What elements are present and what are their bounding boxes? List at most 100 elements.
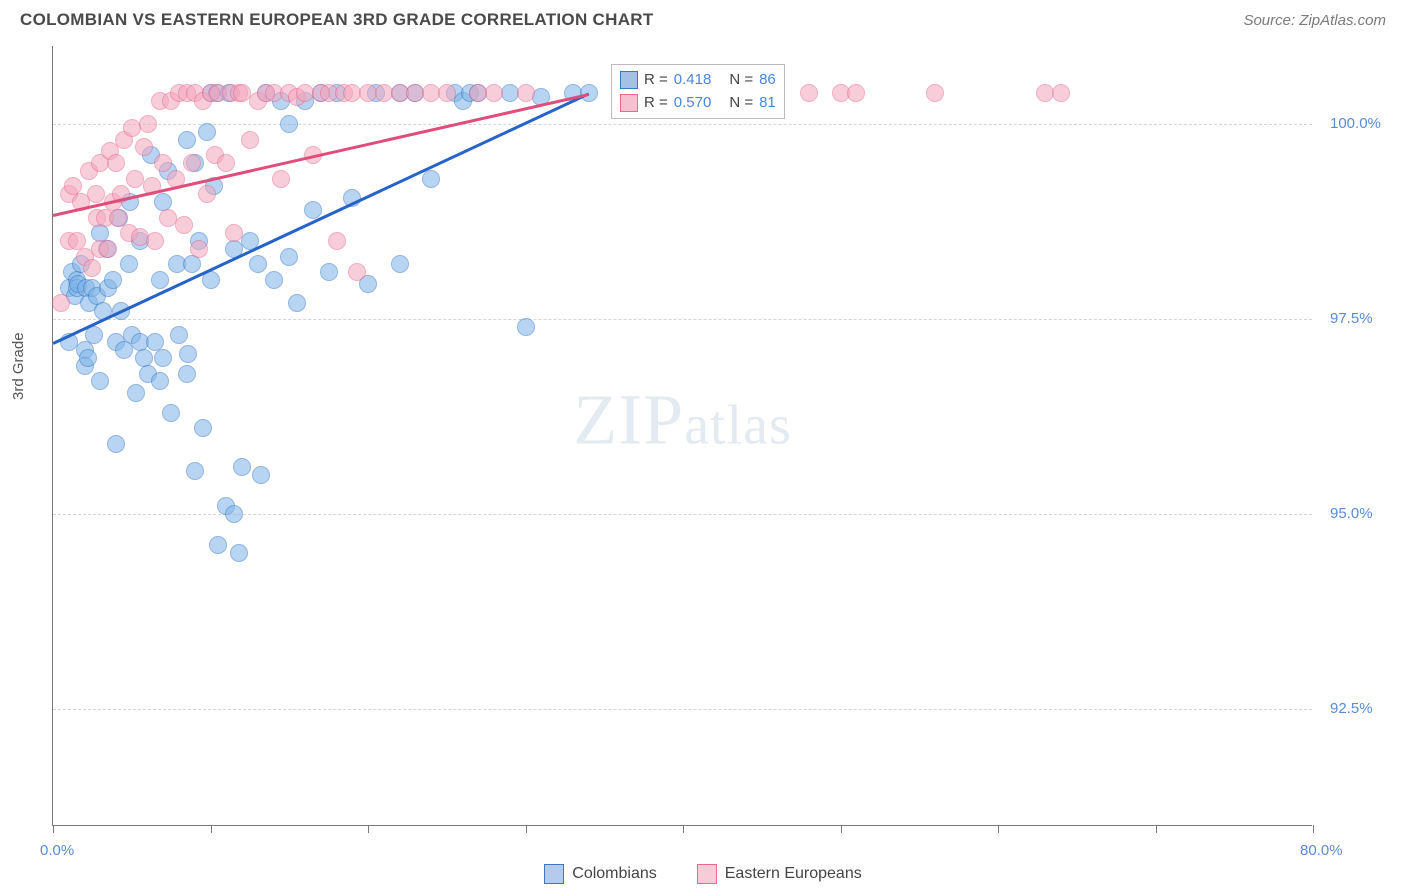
data-point <box>517 318 535 336</box>
data-point <box>151 372 169 390</box>
xtick <box>683 825 684 833</box>
legend-item-eastern-europeans: Eastern Europeans <box>697 864 862 884</box>
data-point <box>87 185 105 203</box>
data-point <box>847 84 865 102</box>
data-point <box>183 255 201 273</box>
data-point <box>800 84 818 102</box>
stats-r-value: 0.570 <box>674 92 712 115</box>
xtick <box>1156 825 1157 833</box>
data-point <box>151 271 169 289</box>
watermark: ZIPatlas <box>573 378 792 461</box>
data-point <box>280 115 298 133</box>
legend-item-colombians: Colombians <box>544 864 656 884</box>
data-point <box>83 259 101 277</box>
data-point <box>120 255 138 273</box>
xtick <box>211 825 212 833</box>
xtick-label: 80.0% <box>1300 842 1343 859</box>
gridline <box>53 319 1312 320</box>
xtick <box>53 825 54 833</box>
gridline <box>53 124 1312 125</box>
data-point <box>328 232 346 250</box>
data-point <box>52 294 70 312</box>
data-point <box>391 255 409 273</box>
data-point <box>241 131 259 149</box>
data-point <box>107 154 125 172</box>
data-point <box>320 263 338 281</box>
trend-line <box>53 93 589 216</box>
data-point <box>272 170 290 188</box>
data-point <box>265 271 283 289</box>
data-point <box>304 201 322 219</box>
xtick <box>1313 825 1314 833</box>
data-point <box>198 123 216 141</box>
data-point <box>109 209 127 227</box>
data-point <box>104 271 122 289</box>
data-point <box>485 84 503 102</box>
stats-r-label: R = <box>644 69 668 92</box>
data-point <box>194 419 212 437</box>
xtick <box>526 825 527 833</box>
data-point <box>135 138 153 156</box>
legend-label: Colombians <box>572 865 656 883</box>
stats-row: R = 0.570 N = 81 <box>620 92 776 115</box>
data-point <box>178 131 196 149</box>
data-point <box>249 255 267 273</box>
data-point <box>217 154 235 172</box>
ytick-label: 95.0% <box>1330 505 1373 522</box>
source-credit: Source: ZipAtlas.com <box>1243 12 1386 29</box>
gridline <box>53 709 1312 710</box>
data-point <box>79 349 97 367</box>
data-point <box>1052 84 1070 102</box>
data-point <box>348 263 366 281</box>
data-point <box>190 240 208 258</box>
legend-swatch <box>544 864 564 884</box>
data-point <box>517 84 535 102</box>
xtick-label: 0.0% <box>40 842 74 859</box>
data-point <box>183 154 201 172</box>
watermark-bold: ZIP <box>573 379 684 459</box>
data-point <box>179 345 197 363</box>
data-point <box>230 544 248 562</box>
stats-n-label: N = <box>729 92 753 115</box>
stats-n-value: 81 <box>759 92 776 115</box>
data-point <box>288 294 306 312</box>
xtick <box>998 825 999 833</box>
data-point <box>107 435 125 453</box>
data-point <box>178 365 196 383</box>
watermark-rest: atlas <box>684 394 792 456</box>
stats-row: R = 0.418 N = 86 <box>620 69 776 92</box>
stats-swatch <box>620 94 638 112</box>
stats-n-label: N = <box>729 69 753 92</box>
stats-r-label: R = <box>644 92 668 115</box>
yaxis-title: 3rd Grade <box>10 332 27 400</box>
data-point <box>126 170 144 188</box>
legend-swatch <box>697 864 717 884</box>
data-point <box>146 232 164 250</box>
data-point <box>198 185 216 203</box>
data-point <box>162 404 180 422</box>
data-point <box>154 154 172 172</box>
data-point <box>99 240 117 258</box>
page-title: COLOMBIAN VS EASTERN EUROPEAN 3RD GRADE … <box>20 10 654 30</box>
data-point <box>225 224 243 242</box>
stats-n-value: 86 <box>759 69 776 92</box>
data-point <box>438 84 456 102</box>
data-point <box>186 462 204 480</box>
xtick <box>841 825 842 833</box>
data-point <box>926 84 944 102</box>
legend-label: Eastern Europeans <box>725 865 862 883</box>
data-point <box>280 248 298 266</box>
data-point <box>422 170 440 188</box>
data-point <box>170 326 188 344</box>
data-point <box>127 384 145 402</box>
stats-box: R = 0.418 N = 86 R = 0.570 N = 81 <box>611 64 785 119</box>
data-point <box>91 372 109 390</box>
stats-swatch <box>620 71 638 89</box>
data-point <box>154 349 172 367</box>
data-point <box>225 505 243 523</box>
ytick-label: 92.5% <box>1330 700 1373 717</box>
ytick-label: 97.5% <box>1330 310 1373 327</box>
stats-r-value: 0.418 <box>674 69 712 92</box>
xtick <box>368 825 369 833</box>
data-point <box>209 536 227 554</box>
